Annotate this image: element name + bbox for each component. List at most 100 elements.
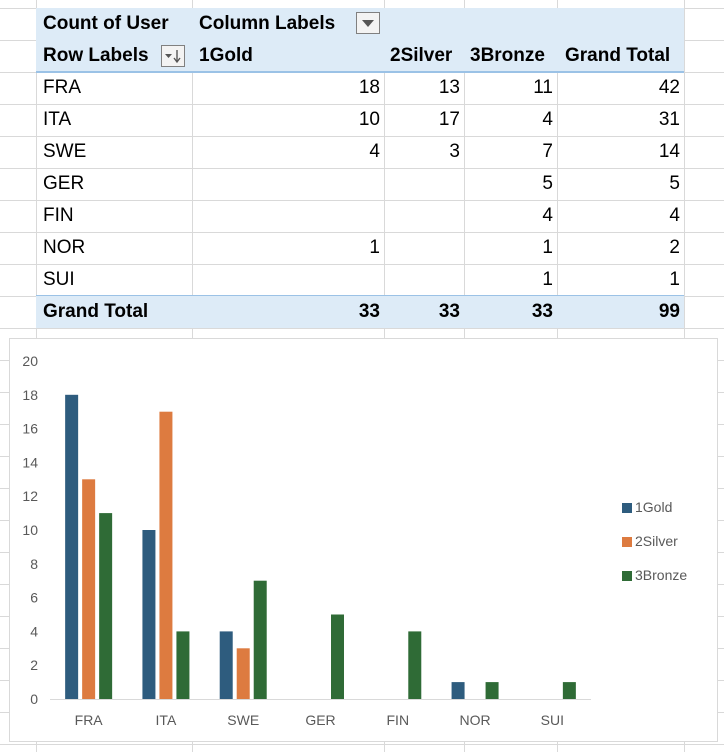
value-cell[interactable]: 1: [542, 237, 553, 258]
legend-item[interactable]: 2Silver: [622, 531, 687, 565]
value-cell[interactable]: [356, 232, 460, 264]
col-header-bronze[interactable]: 3Bronze: [470, 45, 545, 66]
value-cell[interactable]: 4: [669, 205, 680, 226]
y-tick-label: 14: [22, 454, 38, 470]
value-cell[interactable]: 3: [449, 141, 460, 162]
x-tick-label: NOR: [460, 712, 491, 728]
total-bronze[interactable]: 33: [531, 301, 553, 322]
col-header-grand-total[interactable]: Grand Total: [565, 45, 671, 66]
y-tick-label: 20: [22, 353, 38, 369]
value-cell[interactable]: 1: [669, 269, 680, 290]
pivot-data-row: GER 5 5: [36, 168, 684, 200]
bar-1gold-ita: [142, 530, 156, 699]
bar-3bronze-fin: [408, 631, 422, 699]
col-header-silver[interactable]: 2Silver: [390, 45, 453, 66]
row-label[interactable]: ITA: [43, 109, 72, 130]
bar-2silver-fra: [82, 479, 96, 699]
pivot-header-row-1: Count of User Column Labels: [36, 8, 684, 40]
value-cell[interactable]: [356, 168, 460, 200]
value-cell[interactable]: 17: [438, 109, 460, 130]
grand-total-label[interactable]: Grand Total: [43, 301, 149, 322]
value-cell[interactable]: 7: [542, 141, 553, 162]
bar-2silver-ita: [159, 411, 173, 699]
value-cell[interactable]: 42: [658, 77, 680, 98]
row-labels-label[interactable]: Row Labels: [43, 45, 149, 66]
value-cell[interactable]: 11: [533, 77, 553, 98]
row-label[interactable]: SUI: [43, 269, 75, 290]
grid-row-line: [0, 328, 724, 329]
pivot-grand-total-row: Grand Total 33 33 33 99: [36, 296, 684, 328]
value-cell[interactable]: 1: [542, 269, 553, 290]
pivot-data-row: SUI 1 1: [36, 264, 684, 296]
bar-1gold-nor: [451, 682, 465, 699]
row-label[interactable]: GER: [43, 173, 85, 194]
value-cell[interactable]: 4: [369, 141, 380, 162]
pivot-data-row: FRA 18 13 11 42: [36, 72, 684, 104]
x-tick-label: ITA: [156, 712, 177, 728]
value-cell[interactable]: 14: [658, 141, 680, 162]
row-label[interactable]: SWE: [43, 141, 87, 162]
x-tick-label: SUI: [541, 712, 564, 728]
value-cell[interactable]: 10: [358, 109, 380, 130]
value-cell[interactable]: [356, 200, 460, 232]
grid-row-line: [0, 104, 724, 105]
bar-2silver-swe: [236, 648, 250, 699]
legend-swatch: [622, 571, 632, 582]
clustered-column-chart[interactable]: 0 2 4 6 8 10 12 14 16 18 20 FRA ITA SWE GER FIN NOR SUI 1…: [9, 338, 718, 742]
bar-1gold-fra: [65, 394, 79, 699]
grid-row-line: [0, 232, 724, 233]
legend-item[interactable]: 3Bronze: [622, 565, 687, 599]
grid-row-line: [0, 136, 724, 137]
bar-1gold-swe: [219, 631, 233, 699]
chart-legend[interactable]: 1Gold 2Silver 3Bronze: [622, 497, 687, 599]
y-tick-label: 2: [30, 657, 38, 673]
legend-label: 2Silver: [635, 533, 678, 549]
y-tick-label: 18: [22, 387, 38, 403]
sort-filter-icon: [165, 50, 181, 64]
row-label[interactable]: FIN: [43, 205, 74, 226]
value-cell[interactable]: 1: [369, 237, 380, 258]
row-labels-sort-filter-button[interactable]: [161, 45, 185, 67]
bar-3bronze-sui: [562, 682, 576, 699]
count-of-user-label[interactable]: Count of User: [43, 13, 169, 34]
pivot-header-row-2: Row Labels 1Gold 2Silver 3Bronze Grand T…: [36, 40, 684, 72]
value-cell[interactable]: 5: [542, 173, 553, 194]
grid-row-line: [0, 200, 724, 201]
pivot-data-row: FIN 4 4: [36, 200, 684, 232]
value-cell[interactable]: 31: [658, 109, 680, 130]
legend-label: 1Gold: [635, 499, 673, 515]
x-tick-label: FIN: [387, 712, 410, 728]
total-grand[interactable]: 99: [658, 301, 680, 322]
value-cell[interactable]: 2: [669, 237, 680, 258]
legend-label: 3Bronze: [635, 567, 688, 583]
y-tick-label: 10: [22, 522, 38, 538]
value-cell[interactable]: 5: [669, 173, 680, 194]
row-label[interactable]: FRA: [43, 77, 81, 98]
col-header-gold[interactable]: 1Gold: [199, 45, 253, 66]
value-cell[interactable]: [356, 264, 460, 296]
value-cell[interactable]: 4: [542, 205, 553, 226]
y-tick-label: 16: [22, 421, 38, 437]
value-cell[interactable]: 4: [542, 109, 553, 130]
column-labels-filter-button[interactable]: [356, 12, 380, 34]
value-cell[interactable]: 13: [438, 77, 460, 98]
grid-row-line: [0, 744, 724, 745]
y-tick-label: 4: [30, 623, 38, 639]
y-tick-label: 0: [30, 691, 38, 707]
y-tick-label: 12: [22, 488, 38, 504]
bar-3bronze-nor: [485, 682, 499, 699]
row-label[interactable]: NOR: [43, 237, 86, 258]
grid-row-line: [0, 168, 724, 169]
value-cell[interactable]: 18: [358, 77, 380, 98]
grid-row-line: [0, 264, 724, 265]
legend-item[interactable]: 1Gold: [622, 497, 687, 531]
x-tick-label: GER: [305, 712, 335, 728]
bar-3bronze-ger: [331, 614, 344, 699]
total-gold[interactable]: 33: [358, 301, 380, 322]
y-tick-label: 6: [30, 590, 38, 606]
pivot-data-row: SWE 4 3 7 14: [36, 136, 684, 168]
total-silver[interactable]: 33: [438, 301, 460, 322]
column-labels-label[interactable]: Column Labels: [199, 13, 336, 34]
bar-3bronze-ita: [176, 631, 190, 699]
header-divider: [36, 71, 684, 73]
